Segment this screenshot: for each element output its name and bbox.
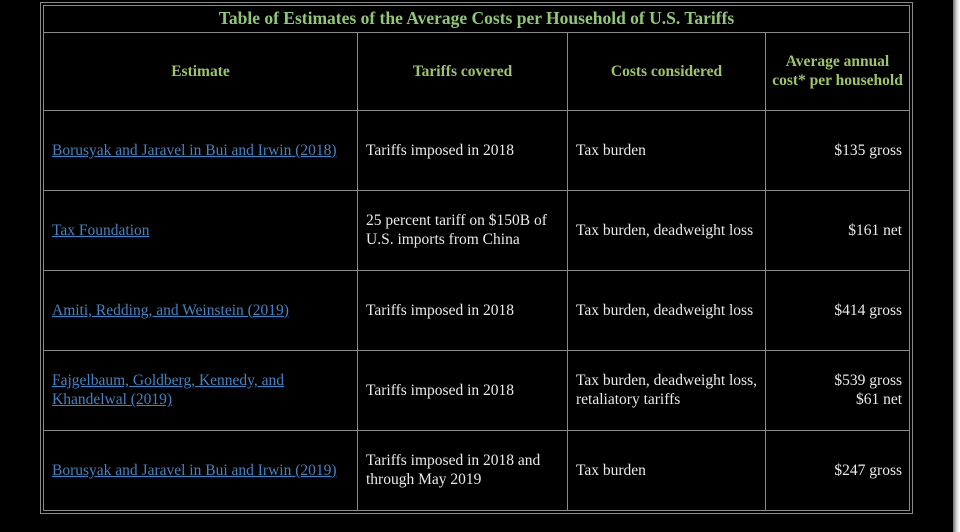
estimate-link[interactable]: Borusyak and Jaravel in Bui and Irwin (2… bbox=[52, 461, 337, 479]
estimate-link[interactable]: Fajgelbaum, Goldberg, Kennedy, and Khand… bbox=[52, 372, 285, 409]
tariffs-covered-cell: 25 percent tariff on $150B of U.S. impor… bbox=[357, 189, 568, 271]
column-header-estimate: Estimate bbox=[43, 31, 358, 111]
tariffs-covered-cell: Tariffs imposed in 2018 and through May … bbox=[357, 429, 568, 511]
tariffs-covered-cell: Tariffs imposed in 2018 bbox=[357, 109, 568, 191]
table-header-row: Estimate Tariffs covered Costs considere… bbox=[43, 31, 911, 111]
vertical-scrollbar[interactable] bbox=[953, 0, 960, 532]
costs-considered-cell: Tax burden, deadweight loss bbox=[567, 269, 766, 351]
estimate-link[interactable]: Amiti, Redding, and Weinstein (2019) bbox=[52, 301, 289, 319]
cost-value-line: $414 gross bbox=[834, 301, 903, 319]
estimate-link[interactable]: Borusyak and Jaravel in Bui and Irwin (2… bbox=[52, 141, 337, 159]
tariff-table-frame: Table of Estimates of the Average Costs … bbox=[40, 2, 914, 514]
table-row: Fajgelbaum, Goldberg, Kennedy, and Khand… bbox=[43, 349, 911, 431]
table-row: Borusyak and Jaravel in Bui and Irwin (2… bbox=[43, 429, 911, 511]
costs-considered-cell: Tax burden bbox=[567, 429, 766, 511]
table-title-row: Table of Estimates of the Average Costs … bbox=[42, 5, 911, 33]
costs-considered-cell: Tax burden, deadweight loss, retaliatory… bbox=[567, 349, 766, 431]
cost-value-line: $247 gross bbox=[834, 461, 903, 479]
table-row: Amiti, Redding, and Weinstein (2019) Tari… bbox=[43, 269, 911, 351]
column-header-costs-considered: Costs considered bbox=[567, 31, 766, 111]
estimate-link[interactable]: Tax Foundation bbox=[52, 221, 150, 239]
annual-cost-cell: $414 gross bbox=[764, 269, 911, 351]
table-title: Table of Estimates of the Average Costs … bbox=[42, 5, 911, 33]
estimate-cell: Amiti, Redding, and Weinstein (2019) bbox=[43, 269, 358, 351]
annual-cost-cell: $539 gross $61 net bbox=[764, 349, 911, 431]
tariffs-covered-cell: Tariffs imposed in 2018 bbox=[357, 269, 568, 351]
annual-cost-cell: $135 gross bbox=[764, 109, 911, 191]
cost-value-line: $539 gross bbox=[834, 372, 903, 389]
costs-considered-cell: Tax burden bbox=[567, 109, 766, 191]
tariffs-covered-cell: Tariffs imposed in 2018 bbox=[357, 349, 568, 431]
table-row: Tax Foundation 25 percent tariff on $150B… bbox=[43, 189, 911, 271]
column-header-tariffs-covered: Tariffs covered bbox=[357, 31, 568, 111]
costs-considered-cell: Tax burden, deadweight loss bbox=[567, 189, 766, 271]
table-row: Borusyak and Jaravel in Bui and Irwin (2… bbox=[43, 109, 911, 191]
estimate-cell: Fajgelbaum, Goldberg, Kennedy, and Khand… bbox=[43, 349, 358, 431]
estimate-cell: Tax Foundation bbox=[43, 189, 358, 271]
cost-value-line: $61 net bbox=[855, 391, 903, 409]
tariff-cost-table: Table of Estimates of the Average Costs … bbox=[42, 5, 911, 511]
estimate-cell: Borusyak and Jaravel in Bui and Irwin (2… bbox=[43, 109, 358, 191]
cost-value-line: $135 gross bbox=[834, 141, 903, 159]
cost-value-line: $161 net bbox=[848, 221, 903, 239]
estimate-cell: Borusyak and Jaravel in Bui and Irwin (2… bbox=[43, 429, 358, 511]
annual-cost-cell: $161 net bbox=[764, 189, 911, 271]
annual-cost-cell: $247 gross bbox=[764, 429, 911, 511]
column-header-average-annual-cost: Average annual cost* per household bbox=[764, 31, 911, 111]
